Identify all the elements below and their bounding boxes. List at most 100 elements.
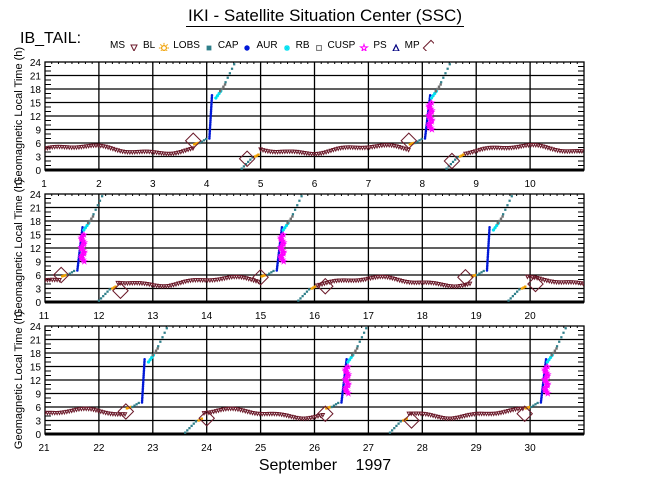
cap-point [142,372,146,375]
lobs-point [513,191,515,193]
ms-point [220,407,226,413]
ms-point [353,278,359,284]
rb-point [552,351,555,355]
ms-point [467,150,473,156]
bl-point [312,286,315,289]
lobs-point [242,165,246,168]
ms-point [185,278,191,284]
lobs-point [454,158,457,161]
legend-label: RB [295,40,310,51]
ms-point [69,145,75,151]
y-tick-label: 18 [30,85,42,96]
ms-point [310,415,316,421]
y-tick-label: 9 [35,390,41,401]
cap-point [143,363,146,366]
ms-point [217,277,223,283]
ms-point [301,416,306,422]
ms-point [406,280,412,286]
ms-point [469,412,475,418]
lobs-point [202,139,206,142]
mp-crossing-marker [457,268,474,286]
lobs-point [108,288,111,291]
ms-point [313,151,319,157]
ms-point [83,406,89,412]
aur-point [215,94,220,98]
cap-point [140,399,144,402]
lobs-point [72,269,76,273]
ms-point [127,150,133,156]
cap-point [209,110,213,113]
ms-point [334,278,340,284]
ms-point [420,411,426,417]
cap-point [142,368,146,372]
ms-point [308,415,314,421]
aur-point [146,360,151,364]
lobs-point [530,405,533,409]
lobs-point [103,191,105,193]
bl-point [63,274,67,277]
ms-point [235,407,241,413]
lobs-point [560,336,563,339]
ms-point [239,275,244,281]
ms-point [306,151,312,157]
ms-point [470,150,476,155]
cap-point [208,137,211,140]
ms-point [463,151,468,157]
lobs-point [536,401,539,405]
lobs-point [299,297,302,300]
lobs-point [360,336,364,339]
x-tick-label: 6 [312,179,318,190]
aur-point [433,91,437,96]
x-tick-label: 15 [255,311,267,322]
ms-point [360,145,365,151]
lobs-point [509,297,512,300]
legend-label: LOBS [173,40,200,51]
bl-point [127,406,130,410]
lobs-point [513,292,517,296]
ms-point [281,413,287,418]
lobs-point [567,323,569,325]
rb-point [352,351,356,355]
ms-point [276,412,282,418]
ms-point [234,274,240,280]
bl-point [195,142,199,145]
lobs-point [330,405,333,409]
ms-point [563,280,569,286]
rb-point [91,215,95,218]
rb-point [498,219,501,223]
ms-point [571,280,576,286]
ms-point [95,143,101,149]
lobs-point [445,167,448,170]
cap-point [210,101,213,104]
aur-point [347,358,352,362]
lobs-point [478,272,481,275]
ms-point [98,143,104,149]
ms-point [454,415,460,421]
lobs-point [272,269,275,273]
ms-point [115,280,121,286]
ms-point [321,150,327,156]
ms-point [188,146,193,152]
ms-point [229,275,235,280]
lobs-point [508,199,511,202]
cap-point [141,386,145,390]
ms-point [296,150,302,156]
cap-point [208,122,212,126]
ms-point [475,148,480,154]
cap-point [488,226,491,229]
y-tick-label: 12 [30,244,42,255]
cap-point [208,133,211,137]
cap-point [210,97,214,101]
ms-point [66,409,72,415]
x-tick-label: 26 [309,443,321,454]
ms-point [437,415,443,421]
aur-point [431,94,435,98]
ms-point [406,411,412,417]
lobs-point [157,345,160,348]
ms-point [508,408,514,414]
ms-point [369,145,375,150]
ms-point [292,149,297,155]
ms-point [348,278,354,284]
lobs-point [298,199,301,202]
